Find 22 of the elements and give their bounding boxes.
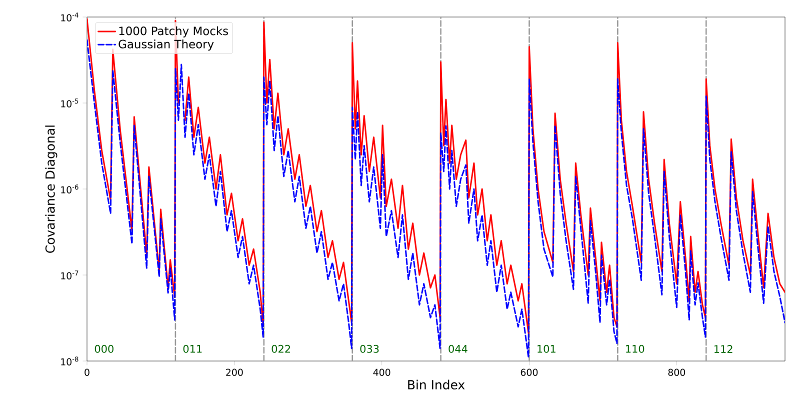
x-tick-label: 600 [520, 368, 538, 376]
x-tick-label: 800 [668, 368, 686, 376]
annotation: 044 [448, 344, 468, 353]
y-tick-label: 10$^{-4}$ [61, 12, 78, 22]
legend-label: 1000 Patchy Mocks [119, 26, 228, 38]
y-axis-title: Covariance Diagonal [45, 126, 58, 253]
annotation: 000 [94, 344, 114, 353]
annotation: 033 [360, 344, 379, 353]
legend-label: Gaussian Theory [118, 40, 214, 51]
y-tick-label: 10$^{-6}$ [61, 184, 78, 194]
annotation: 011 [183, 344, 202, 353]
y-tick-label: 10$^{-5}$ [61, 98, 78, 108]
annotation: 110 [626, 344, 644, 353]
y-tick-label: 10$^{-7}$ [61, 270, 78, 280]
annotation: 112 [714, 345, 732, 353]
x-axis-title: Bin Index [408, 380, 465, 390]
y-tick-label: 10$^{-8}$ [61, 356, 78, 366]
x-tick-label: 0 [84, 368, 90, 376]
annotation: 022 [272, 344, 290, 353]
x-tick-label: 400 [373, 368, 390, 376]
x-tick-label: 200 [226, 368, 243, 376]
annotation: 101 [538, 344, 556, 353]
